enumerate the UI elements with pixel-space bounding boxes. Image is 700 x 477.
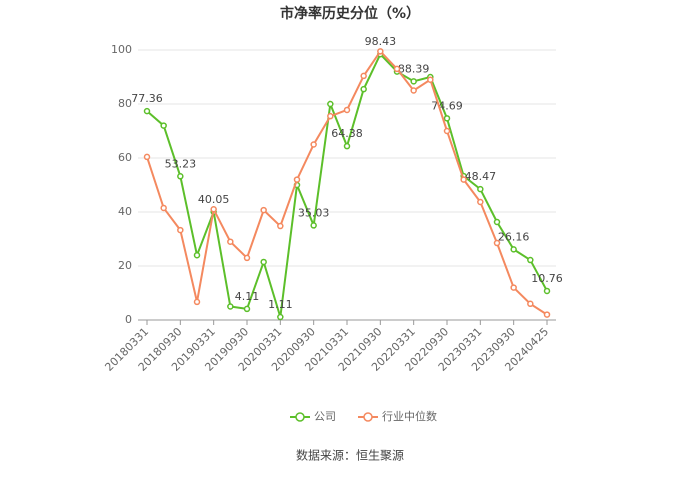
point xyxy=(260,206,267,214)
point xyxy=(243,254,251,262)
data-label: 77.36 xyxy=(131,92,163,105)
y-tick-label: 60 xyxy=(118,151,132,164)
point xyxy=(160,122,167,129)
point xyxy=(227,238,234,245)
point xyxy=(193,298,201,306)
y-tick-label: 20 xyxy=(118,259,132,272)
point xyxy=(477,198,484,206)
point xyxy=(193,251,201,259)
point xyxy=(177,226,184,234)
point xyxy=(343,106,351,114)
point xyxy=(393,65,401,73)
data-label: 10.76 xyxy=(531,272,563,285)
data-label: 48.47 xyxy=(465,170,497,183)
data-label: 40.05 xyxy=(198,193,230,206)
point xyxy=(310,141,317,148)
point xyxy=(327,100,334,108)
line xyxy=(146,52,548,318)
legend-marker xyxy=(295,412,305,422)
data-label: 4.11 xyxy=(235,290,260,303)
data-label: 74.69 xyxy=(431,99,463,112)
point xyxy=(460,176,467,183)
point xyxy=(177,173,184,180)
point xyxy=(143,153,151,161)
point xyxy=(443,127,451,135)
point xyxy=(210,206,217,213)
point xyxy=(227,303,234,310)
point xyxy=(310,222,317,229)
source: 数据来源：恒生聚源 xyxy=(296,448,404,463)
point xyxy=(510,284,517,291)
point xyxy=(360,85,367,93)
point xyxy=(293,176,301,183)
y-tick-label: 100 xyxy=(111,43,132,56)
chart-title: 市净率历史分位（%） xyxy=(280,5,420,22)
point xyxy=(327,112,334,120)
point xyxy=(427,76,434,83)
point xyxy=(377,48,384,55)
point xyxy=(143,107,151,115)
y-tick-label: 0 xyxy=(125,313,132,326)
point xyxy=(543,311,551,318)
point xyxy=(410,87,417,94)
y-tick-label: 40 xyxy=(118,205,132,218)
point xyxy=(527,256,534,264)
legend-label: 公司 xyxy=(314,410,336,423)
data-label: 88.39 xyxy=(398,62,430,75)
point xyxy=(493,239,501,247)
point xyxy=(277,222,284,230)
point xyxy=(243,305,251,313)
point xyxy=(410,78,417,85)
legend-label: 行业中位数 xyxy=(382,409,437,423)
point xyxy=(443,115,451,122)
data-label: 26.16 xyxy=(498,230,530,243)
data-label: 64.38 xyxy=(331,127,363,140)
data-label: 1.11 xyxy=(268,298,293,311)
point xyxy=(260,258,267,266)
point xyxy=(493,218,501,226)
data-label: 53.23 xyxy=(165,157,197,170)
y-tick-label: 80 xyxy=(118,97,132,110)
data-label: 35.03 xyxy=(298,206,330,219)
point xyxy=(343,142,351,150)
point xyxy=(160,204,167,212)
data-label: 98.43 xyxy=(365,35,397,48)
point xyxy=(277,313,284,321)
point xyxy=(543,287,551,295)
point xyxy=(527,300,534,308)
point xyxy=(360,72,367,80)
point xyxy=(510,246,517,253)
legend-marker xyxy=(363,412,373,422)
point xyxy=(477,185,484,193)
